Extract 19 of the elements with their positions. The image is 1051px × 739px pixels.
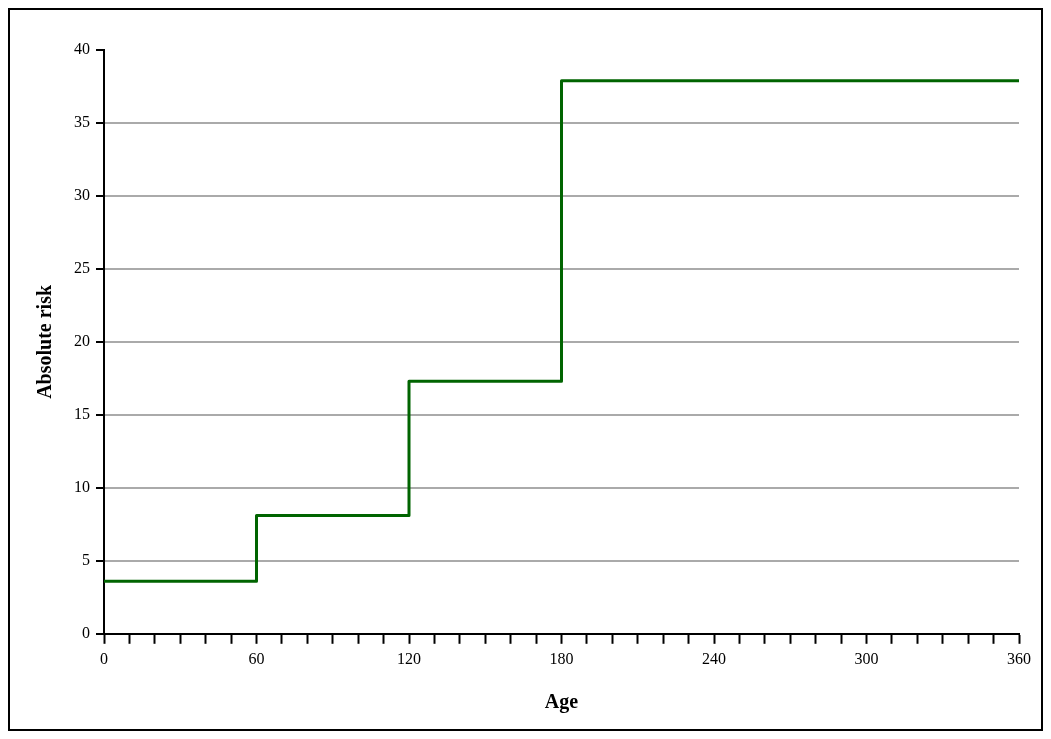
x-tick-label: 300 [854, 649, 879, 667]
y-tick-label: 10 [74, 478, 90, 496]
y-tick-label: 25 [74, 259, 90, 277]
y-tick-label: 20 [74, 332, 90, 350]
x-tick-label: 60 [248, 649, 265, 667]
x-tick-label: 360 [1007, 649, 1031, 667]
y-tick-label: 40 [74, 40, 90, 58]
y-tick-label: 0 [82, 624, 90, 641]
x-tick-label: 120 [397, 649, 421, 667]
y-tick-label: 5 [82, 551, 90, 569]
y-axis-title: Absolute risk [33, 284, 56, 399]
x-tick-label: 0 [100, 649, 108, 667]
y-tick-label: 30 [74, 186, 90, 204]
y-tick-label: 35 [74, 113, 90, 131]
x-tick-label: 240 [702, 649, 726, 667]
y-tick-label: 15 [74, 405, 90, 423]
x-axis-title: Age [544, 690, 579, 714]
frame: Age Absolute risk 0 60 120 180 240 300 360 0 5 10 15 20 25 30 35 40 [8, 8, 1043, 731]
x-tick-label: 180 [549, 649, 574, 667]
